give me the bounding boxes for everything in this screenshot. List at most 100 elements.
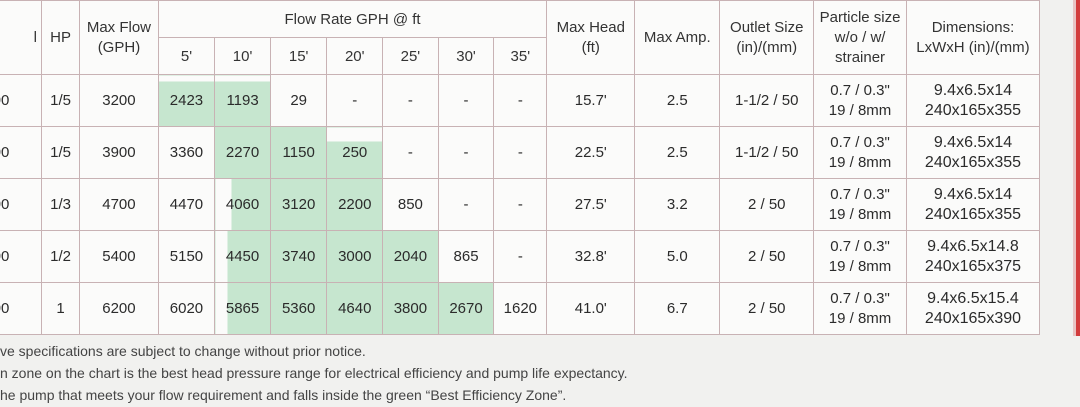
flow-cell: 5150 xyxy=(157,230,216,283)
flow-cell: - xyxy=(382,74,439,127)
dimensions-cell: 9.4x6.5x14 240x165x355 xyxy=(905,74,1041,127)
header-height-10ft: 10' xyxy=(214,37,271,75)
footnote: ve specifications are subject to change … xyxy=(0,343,366,359)
flow-cell: 4640 xyxy=(326,282,384,335)
flow-cell: 5865 xyxy=(214,282,271,335)
flow-cell: - xyxy=(437,74,495,127)
flow-cell: 4470 xyxy=(157,178,216,231)
flow-cell: 3740 xyxy=(269,230,328,283)
flow-cell: 865 xyxy=(437,230,495,283)
flow-cell: 1193 xyxy=(214,74,271,127)
header-hp: HP xyxy=(40,0,81,75)
flow-cell: - xyxy=(326,74,384,127)
footnotes: ve specifications are subject to change … xyxy=(0,340,1080,406)
model-cell: 00 xyxy=(0,230,42,283)
page-edge-accent xyxy=(1076,0,1080,336)
flow-cell: 1620 xyxy=(493,282,548,335)
particle-cell: 0.7 / 0.3" 19 / 8mm xyxy=(813,178,907,231)
table-row: 00 1/5 3900 3360 2270 1150 250 - - - 22.… xyxy=(0,126,1041,179)
max-flow-cell: 5400 xyxy=(79,230,159,283)
max-amp-cell: 2.5 xyxy=(634,126,721,179)
header-height-20ft: 20' xyxy=(326,37,384,75)
footnote: n zone on the chart is the best head pre… xyxy=(0,365,628,381)
particle-cell: 0.7 / 0.3" 19 / 8mm xyxy=(813,230,907,283)
max-flow-cell: 3900 xyxy=(79,126,159,179)
pump-spec-table: l HP Max Flow (GPH) Flow Rate GPH @ ft Ma… xyxy=(0,0,1041,335)
max-amp-cell: 5.0 xyxy=(634,230,721,283)
max-flow-cell: 6200 xyxy=(79,282,159,335)
model-cell: 00 xyxy=(0,126,42,179)
flow-cell: 3360 xyxy=(157,126,216,179)
header-flow-rate: Flow Rate GPH @ ft xyxy=(157,0,548,38)
header-dimensions: Dimensions: LxWxH (in)/(mm) xyxy=(905,0,1041,75)
header-height-15ft: 15' xyxy=(269,37,328,75)
flow-cell: - xyxy=(493,126,548,179)
header-max-amp: Max Amp. xyxy=(634,0,721,75)
flow-cell: - xyxy=(437,126,495,179)
max-head-cell: 27.5' xyxy=(546,178,636,231)
flow-cell: 5360 xyxy=(269,282,328,335)
footnote: he pump that meets your flow requirement… xyxy=(0,387,567,403)
flow-cell: - xyxy=(493,178,548,231)
table-row: 00 1/3 4700 4470 4060 3120 2200 850 - - … xyxy=(0,178,1041,231)
flow-cell: 2270 xyxy=(214,126,271,179)
dimensions-cell: 9.4x6.5x15.4 240x165x390 xyxy=(905,282,1041,335)
header-max-head: Max Head (ft) xyxy=(546,0,636,75)
flow-cell: 850 xyxy=(382,178,439,231)
header-height-5ft: 5' xyxy=(157,37,216,75)
flow-cell: 250 xyxy=(326,126,384,179)
model-cell: 00 xyxy=(0,178,42,231)
max-head-cell: 32.8' xyxy=(546,230,636,283)
flow-cell: - xyxy=(493,230,548,283)
hp-cell: 1/5 xyxy=(40,126,81,179)
flow-cell: 1150 xyxy=(269,126,328,179)
flow-cell: 3120 xyxy=(269,178,328,231)
hp-cell: 1/5 xyxy=(40,74,81,127)
outlet-cell: 1-1/2 / 50 xyxy=(719,74,815,127)
outlet-cell: 2 / 50 xyxy=(719,230,815,283)
header-height-35ft: 35' xyxy=(493,37,548,75)
header-particle-size: Particle size w/o / w/strainer xyxy=(813,0,907,75)
flow-cell: 29 xyxy=(269,74,328,127)
flow-cell: - xyxy=(382,126,439,179)
particle-cell: 0.7 / 0.3" 19 / 8mm xyxy=(813,126,907,179)
flow-cell: 4060 xyxy=(214,178,271,231)
header-model: l xyxy=(0,0,42,75)
table-row: 00 1/5 3200 2423 1193 29 - - - - 15.7' 2… xyxy=(0,74,1041,127)
max-flow-cell: 4700 xyxy=(79,178,159,231)
hp-cell: 1 xyxy=(40,282,81,335)
max-amp-cell: 2.5 xyxy=(634,74,721,127)
header-outlet-size: Outlet Size (in)/(mm) xyxy=(719,0,815,75)
flow-cell: 2040 xyxy=(382,230,439,283)
flow-cell: 4450 xyxy=(214,230,271,283)
header-height-25ft: 25' xyxy=(382,37,439,75)
table-row: 00 1/2 5400 5150 4450 3740 3000 2040 865… xyxy=(0,230,1041,283)
max-head-cell: 15.7' xyxy=(546,74,636,127)
flow-cell: 2423 xyxy=(157,74,216,127)
outlet-cell: 2 / 50 xyxy=(719,178,815,231)
dimensions-cell: 9.4x6.5x14 240x165x355 xyxy=(905,178,1041,231)
model-cell: 00 xyxy=(0,74,42,127)
page-edge-shadow xyxy=(1073,0,1076,336)
header-height-30ft: 30' xyxy=(437,37,495,75)
outlet-cell: 2 / 50 xyxy=(719,282,815,335)
max-flow-cell: 3200 xyxy=(79,74,159,127)
flow-cell: 2200 xyxy=(326,178,384,231)
flow-cell: 3800 xyxy=(382,282,439,335)
dimensions-cell: 9.4x6.5x14.8 240x165x375 xyxy=(905,230,1041,283)
hp-cell: 1/3 xyxy=(40,178,81,231)
particle-cell: 0.7 / 0.3" 19 / 8mm xyxy=(813,74,907,127)
header-max-flow: Max Flow (GPH) xyxy=(79,0,159,75)
max-head-cell: 41.0' xyxy=(546,282,636,335)
dimensions-cell: 9.4x6.5x14 240x165x355 xyxy=(905,126,1041,179)
flow-cell: 6020 xyxy=(157,282,216,335)
particle-cell: 0.7 / 0.3" 19 / 8mm xyxy=(813,282,907,335)
max-head-cell: 22.5' xyxy=(546,126,636,179)
flow-cell: 3000 xyxy=(326,230,384,283)
outlet-cell: 1-1/2 / 50 xyxy=(719,126,815,179)
table-row: 00 1 6200 6020 5865 5360 4640 3800 2670 … xyxy=(0,282,1041,335)
model-cell: 00 xyxy=(0,282,42,335)
flow-cell: - xyxy=(493,74,548,127)
hp-cell: 1/2 xyxy=(40,230,81,283)
max-amp-cell: 3.2 xyxy=(634,178,721,231)
